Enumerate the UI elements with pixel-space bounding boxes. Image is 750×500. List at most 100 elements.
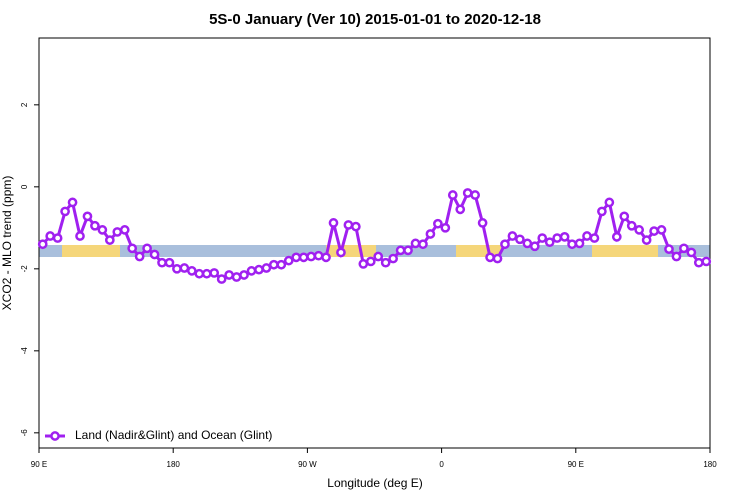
- data-point: [559, 232, 570, 242]
- data-point: [209, 268, 220, 278]
- x-tick-label: 0: [439, 460, 444, 469]
- data-point: [455, 204, 466, 215]
- data-point: [179, 263, 190, 273]
- data-point: [97, 225, 108, 235]
- data-point: [321, 252, 331, 263]
- y-tick-label: -2: [20, 265, 29, 273]
- data-point: [164, 257, 175, 268]
- data-point: [634, 225, 645, 235]
- x-tick-label: 180: [703, 460, 717, 469]
- y-tick-label: -4: [20, 347, 29, 355]
- data-point: [216, 274, 227, 284]
- x-axis-label: Longitude (deg E): [327, 476, 422, 490]
- land-patch: [62, 245, 120, 257]
- data-point: [269, 259, 279, 270]
- data-point: [119, 225, 130, 235]
- data-point: [604, 197, 615, 208]
- x-tick-label: 180: [167, 460, 181, 469]
- data-point: [291, 252, 302, 263]
- data-point: [127, 243, 138, 254]
- x-tick-label: 90 W: [298, 460, 317, 469]
- land-patch: [592, 245, 658, 257]
- data-point: [403, 245, 413, 256]
- data-point: [328, 218, 339, 228]
- data-point: [410, 238, 421, 249]
- data-point: [37, 239, 48, 250]
- data-point: [567, 239, 577, 250]
- data-point: [246, 266, 257, 276]
- data-point: [529, 241, 540, 252]
- data-point: [194, 268, 205, 279]
- data-point: [462, 188, 473, 198]
- data-point: [582, 231, 592, 241]
- data-point: [112, 227, 123, 237]
- data-point: [693, 257, 704, 268]
- data-point: [447, 190, 458, 200]
- data-point: [90, 220, 100, 231]
- x-tick-label: 90 E: [568, 460, 584, 469]
- data-point: [45, 231, 56, 241]
- data-point: [254, 264, 264, 275]
- data-point: [343, 220, 354, 230]
- y-axis-label: XCO2 - MLO trend (ppm): [0, 176, 14, 311]
- data-point: [679, 243, 689, 254]
- data-point: [440, 222, 451, 233]
- data-point: [522, 238, 533, 249]
- data-point: [157, 257, 167, 268]
- data-point: [224, 270, 234, 280]
- data-point: [380, 257, 391, 268]
- data-point: [82, 211, 93, 222]
- data-point: [336, 247, 346, 258]
- data-point: [298, 252, 309, 263]
- data-point: [149, 249, 160, 260]
- data-point: [351, 221, 361, 232]
- data-point: [500, 239, 510, 250]
- data-point: [239, 270, 249, 280]
- data-point: [418, 239, 428, 250]
- data-point: [433, 218, 443, 229]
- data-point: [60, 206, 70, 217]
- data-point: [507, 231, 518, 241]
- data-point: [574, 238, 585, 249]
- data-point: [537, 233, 548, 243]
- data-point: [306, 251, 316, 262]
- data-point: [664, 244, 674, 254]
- data-point: [656, 225, 667, 235]
- data-point: [492, 253, 503, 264]
- data-point: [611, 232, 622, 242]
- plot-frame: [38, 37, 711, 449]
- data-point: [142, 243, 152, 254]
- data-point: [313, 250, 324, 261]
- data-point: [172, 263, 182, 274]
- data-point: [261, 263, 272, 273]
- data-point: [52, 233, 63, 243]
- y-tick-label: 0: [20, 184, 29, 189]
- data-point: [485, 252, 495, 263]
- data-point: [619, 211, 630, 222]
- data-point: [201, 268, 212, 279]
- data-point: [276, 259, 287, 270]
- data-point: [686, 247, 697, 258]
- data-point: [589, 233, 600, 243]
- data-point: [544, 237, 555, 248]
- chart-title: 5S-0 January (Ver 10) 2015-01-01 to 2020…: [209, 11, 541, 28]
- data-point: [649, 226, 659, 236]
- data-point: [75, 231, 85, 241]
- data-point: [626, 220, 637, 231]
- data-point: [388, 253, 398, 264]
- data-point: [425, 229, 436, 239]
- data-point: [552, 233, 563, 243]
- data-point: [597, 206, 607, 217]
- data-point: [365, 256, 376, 267]
- data-point: [477, 218, 488, 228]
- x-tick-label: 90 E: [31, 460, 47, 469]
- data-point: [395, 245, 406, 256]
- data-point: [701, 256, 712, 267]
- y-tick-label: -6: [20, 429, 29, 437]
- data-point: [134, 251, 145, 262]
- data-point: [283, 255, 294, 266]
- data-point: [186, 266, 197, 276]
- data-point: [373, 251, 384, 262]
- legend-marker: [50, 431, 60, 441]
